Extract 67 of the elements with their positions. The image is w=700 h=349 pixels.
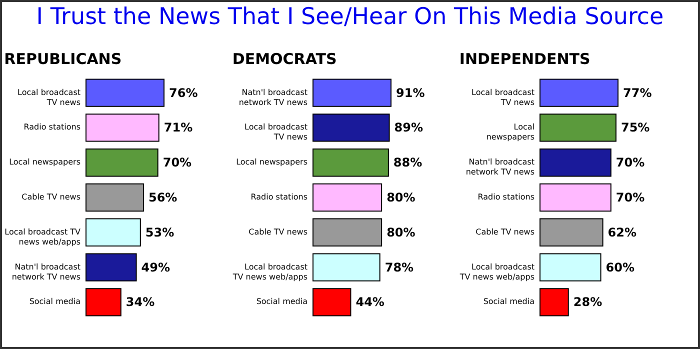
data-label: 78% — [384, 260, 414, 274]
data-label: 53% — [145, 225, 174, 240]
bar — [312, 253, 380, 282]
bar — [86, 253, 137, 282]
data-label: 88% — [393, 156, 422, 170]
bar — [86, 288, 122, 316]
data-label: 49% — [141, 260, 170, 274]
bar — [540, 114, 616, 142]
y-tick-label: Cable TV news — [22, 192, 80, 202]
y-tick-label: Social media — [256, 297, 308, 306]
bar — [312, 183, 382, 212]
data-label: 91% — [396, 86, 425, 100]
y-tick-label: Social media — [483, 297, 535, 306]
data-label: 28% — [573, 295, 602, 310]
y-tick-label: Local broadcast TV news web/apps — [4, 227, 82, 246]
bar — [86, 183, 144, 212]
data-label: 89% — [394, 120, 424, 135]
bar — [312, 218, 382, 247]
y-tick-label: Social media — [29, 297, 81, 306]
y-tick-label: Natn'l broadcast network TV news — [12, 262, 80, 282]
data-label: 70% — [616, 156, 645, 170]
y-tick-label: Radio stations — [250, 192, 308, 202]
y-tick-label: Local broadcast TV news — [472, 88, 534, 107]
data-label: 77% — [623, 86, 652, 100]
bar — [86, 78, 164, 107]
text: I Trust the News That I See/Hear On This Media Source — [35, 4, 665, 30]
data-label: 71% — [164, 120, 193, 135]
bar — [540, 218, 604, 247]
bar — [86, 218, 141, 247]
data-label: 70% — [616, 190, 645, 204]
y-tick-label: Radio stations — [24, 122, 80, 132]
y-tick-label: Local newspapers — [486, 122, 534, 142]
y-tick-label: Natn'l broadcast network TV news — [238, 88, 308, 107]
data-label: 80% — [386, 225, 416, 240]
data-label: 34% — [126, 295, 155, 310]
y-tick-label: Radio stations — [478, 192, 534, 202]
data-label: 75% — [620, 120, 650, 135]
bar — [540, 183, 612, 212]
chart-title: INDEPENDENTS — [459, 50, 590, 68]
y-tick-label: Natn'l broadcast network TV news — [466, 158, 534, 177]
data-label: 44% — [356, 295, 384, 310]
y-tick-label: Local broadcast TV news — [244, 122, 308, 142]
bar — [312, 114, 390, 142]
data-label: 56% — [148, 190, 178, 204]
y-tick-label: Local newspapers — [9, 158, 80, 167]
y-tick-label: Cable TV news — [248, 227, 308, 236]
chart-title: REPUBLICANS — [4, 50, 122, 68]
bar — [312, 148, 389, 177]
bar — [540, 288, 569, 316]
y-tick-label: Cable TV news — [476, 227, 534, 236]
bar — [312, 78, 392, 107]
data-label: 76% — [169, 86, 198, 100]
chart-title: DEMOCRATS — [232, 50, 337, 68]
data-label: 80% — [386, 190, 416, 204]
bar — [540, 148, 612, 177]
y-tick-label: Local broadcast TV news web/apps — [458, 262, 534, 282]
y-tick-label: Local broadcast TV news — [18, 88, 80, 107]
bar — [540, 253, 602, 282]
bar — [86, 148, 158, 177]
bar — [540, 78, 618, 107]
bar — [312, 288, 352, 316]
bar — [86, 114, 160, 142]
data-label: 70% — [162, 156, 192, 170]
y-tick-label: Local newspapers — [236, 158, 308, 167]
y-tick-label: Local broadcast TV news web/apps — [232, 262, 308, 282]
data-label: 62% — [608, 225, 637, 240]
data-label: 60% — [606, 260, 635, 274]
